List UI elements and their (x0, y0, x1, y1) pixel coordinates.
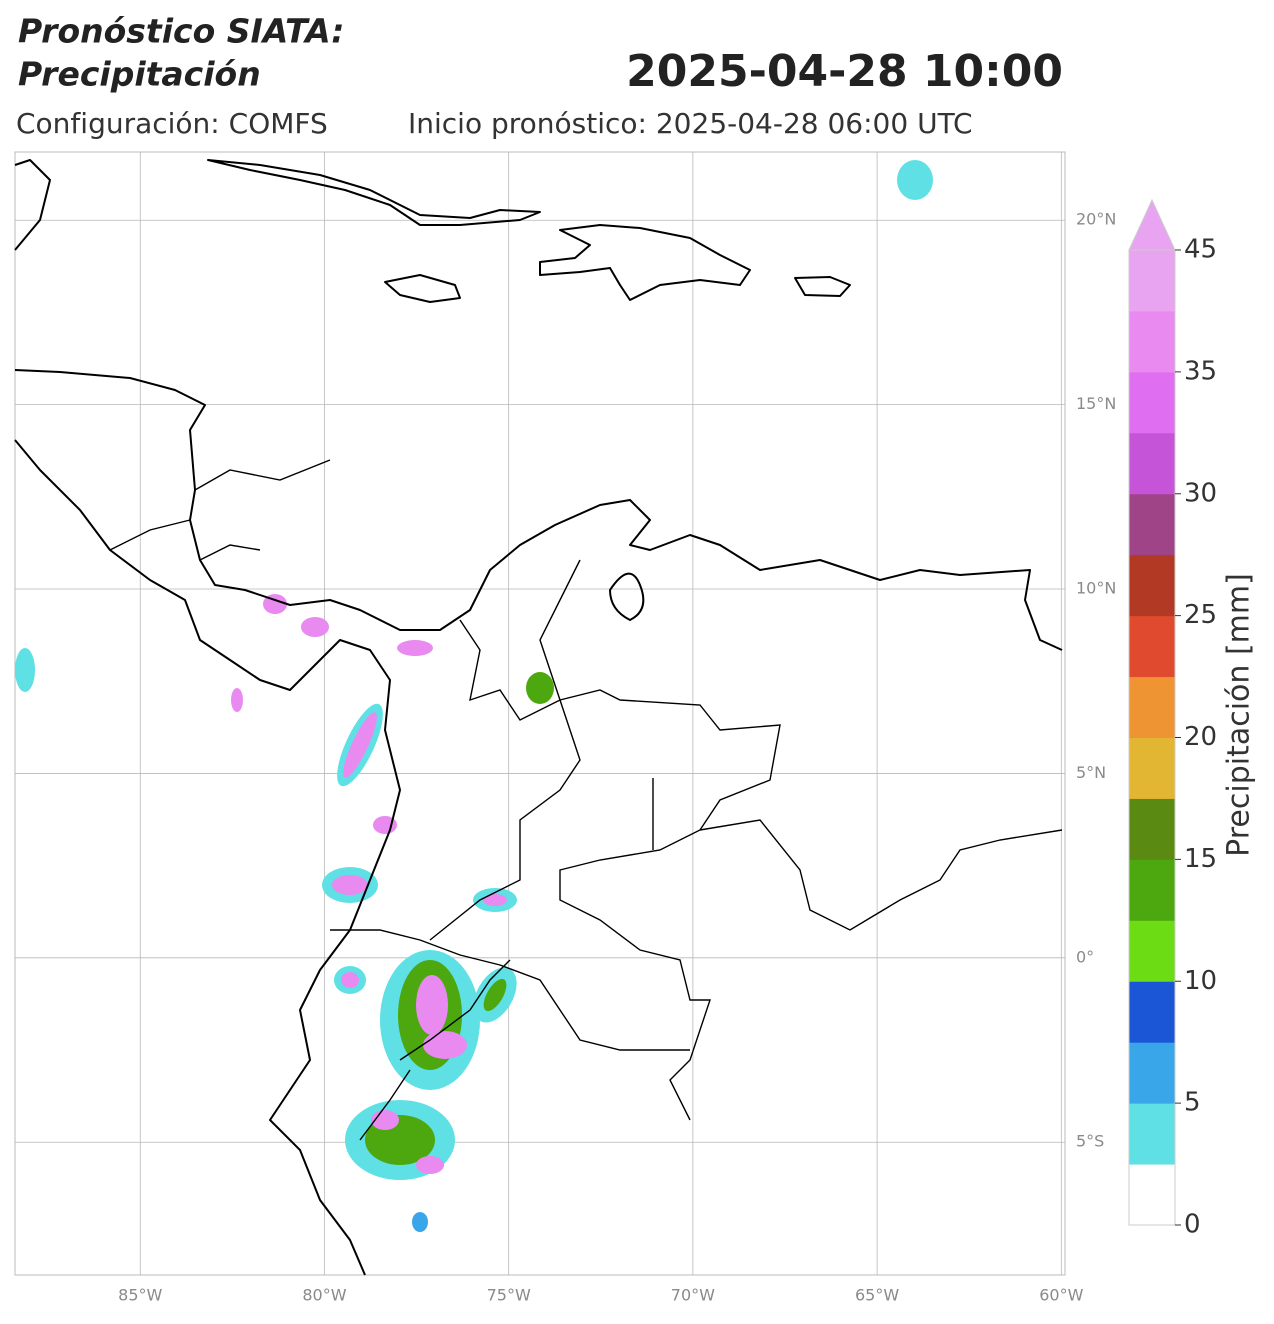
coastlines (14, 159, 1063, 1276)
borders (109, 459, 1063, 1141)
lat-tick-label: 10°N (1076, 579, 1116, 598)
colorbar-segment (1129, 920, 1175, 982)
colorbar-tick-label: 45 (1184, 235, 1217, 265)
colorbar-tick-label: 25 (1184, 600, 1217, 630)
valid-time: 2025-04-28 10:00 (626, 46, 1063, 97)
colorbar-tick-label: 10 (1184, 966, 1217, 996)
colorbar: 0 5 10 15 20 25 30 35 45 (1128, 198, 1217, 1240)
lat-tick-label: 15°N (1076, 394, 1116, 413)
lon-tick-label: 60°W (1039, 1286, 1083, 1305)
colorbar-segment (1129, 493, 1175, 556)
rain-cell (526, 672, 554, 704)
colorbar-segment (1129, 1164, 1175, 1226)
lon-tick-label: 70°W (671, 1286, 715, 1305)
title-line2: Precipitación (18, 55, 261, 94)
rain-cell (483, 978, 507, 1012)
map-frame (14, 151, 1066, 1276)
colorbar-label: Precipitación [mm] (1222, 573, 1257, 857)
colorbar-tick-label: 0 (1184, 1210, 1201, 1240)
rain-cell (343, 712, 377, 778)
colorbar-segment (1129, 554, 1175, 617)
colorbar-segment (1129, 1103, 1175, 1165)
lon-tick-label: 80°W (302, 1286, 346, 1305)
colorbar-segment (1129, 981, 1175, 1043)
rain-cell (416, 975, 448, 1035)
colorbar-segment (1129, 615, 1175, 678)
rain-cell (397, 640, 433, 656)
configuration: Configuración: COMFS (16, 107, 328, 140)
rain-cell (341, 972, 359, 988)
map-axes: 85°W 80°W 75°W 70°W 65°W 60°W 20°N 15°N 10°N 5°N 0… (118, 210, 1116, 1305)
rain-cell (231, 688, 243, 712)
graticule (15, 152, 1065, 1275)
rain-cell (332, 875, 368, 895)
colorbar-segment (1129, 859, 1175, 921)
colorbar-tick-label: 20 (1184, 722, 1217, 752)
rain-cell (301, 617, 329, 637)
colorbar-extension (1128, 198, 1176, 251)
rain-cell (416, 1156, 444, 1174)
lat-tick-label: 5°N (1076, 763, 1106, 782)
rain-cell (897, 160, 933, 200)
rain-cell (483, 894, 507, 906)
title-line1: Pronóstico SIATA: (18, 12, 344, 51)
lat-tick-label: 0° (1076, 947, 1094, 966)
precipitation (15, 160, 933, 1232)
colorbar-segment (1129, 371, 1175, 434)
init-time: Inicio pronóstico: 2025-04-28 06:00 UTC (408, 107, 973, 140)
colorbar-tick-label: 35 (1184, 356, 1217, 386)
colorbar-segment (1129, 310, 1175, 373)
colorbar-tick-label: 5 (1184, 1088, 1201, 1118)
map-area: 85°W 80°W 75°W 70°W 65°W 60°W 20°N 15°N 10°N 5°N 0… (14, 151, 1116, 1305)
lon-tick-label: 75°W (487, 1286, 531, 1305)
colorbar-segment (1129, 798, 1175, 860)
lon-tick-label: 85°W (118, 1286, 162, 1305)
colorbar-segment (1129, 250, 1175, 312)
colorbar-tick-label: 15 (1184, 844, 1217, 874)
rain-cell (412, 1212, 428, 1232)
lon-tick-label: 65°W (855, 1286, 899, 1305)
rain-cell (423, 1031, 467, 1059)
colorbar-tick-label: 30 (1184, 478, 1217, 508)
lat-tick-label: 20°N (1076, 210, 1116, 229)
colorbar-segment (1129, 432, 1175, 495)
lat-tick-label: 5°S (1076, 1132, 1104, 1151)
rain-cell (15, 648, 35, 692)
colorbar-segment (1129, 1042, 1175, 1104)
colorbar-segment (1129, 737, 1175, 799)
colorbar-segment (1129, 676, 1175, 738)
